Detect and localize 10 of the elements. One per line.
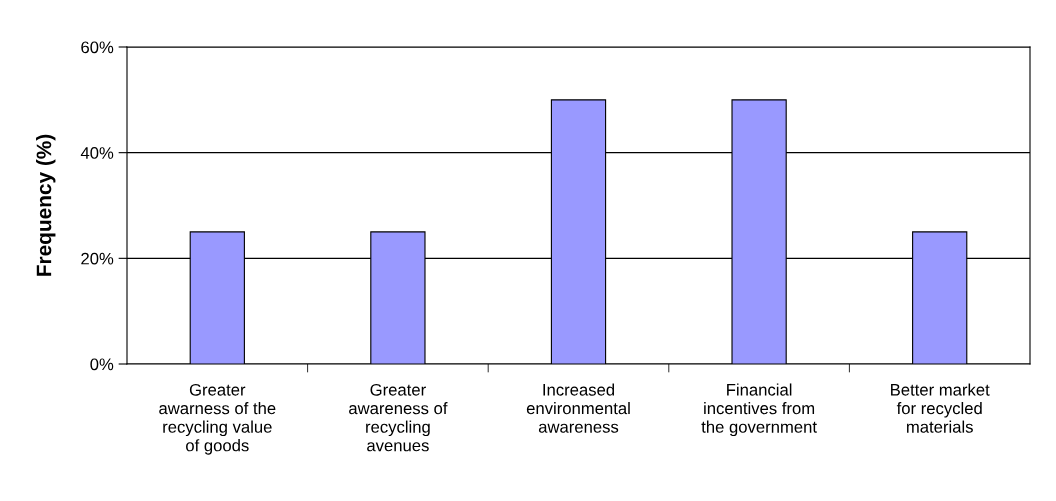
y-tick-label: 60% bbox=[81, 41, 114, 54]
y-tick-label: 0% bbox=[90, 358, 114, 371]
x-tick-label: Increased environmental awareness bbox=[526, 383, 630, 433]
x-tick-label: Greater awarness of the recycling value of goods bbox=[159, 383, 276, 455]
x-tick-label: Greater awareness of recycling avenues bbox=[349, 383, 448, 452]
y-tick-label: 20% bbox=[81, 252, 114, 265]
x-tick-label: Better market for recycled materials bbox=[891, 383, 990, 433]
y-tick-label: 40% bbox=[80, 147, 114, 159]
x-tick-label: Financial incentives from the government bbox=[701, 383, 817, 437]
y-axis-title: Frequency (%) bbox=[36, 134, 56, 276]
